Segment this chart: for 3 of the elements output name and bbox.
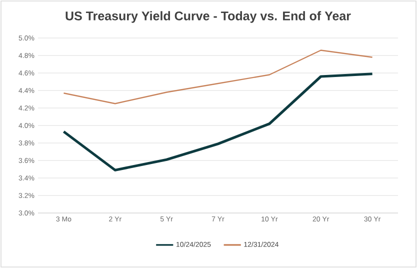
line-series (63, 50, 373, 104)
chart-title: US Treasury Yield Curve - Today vs. End of Year (66, 11, 351, 23)
line-series (62, 72, 374, 172)
